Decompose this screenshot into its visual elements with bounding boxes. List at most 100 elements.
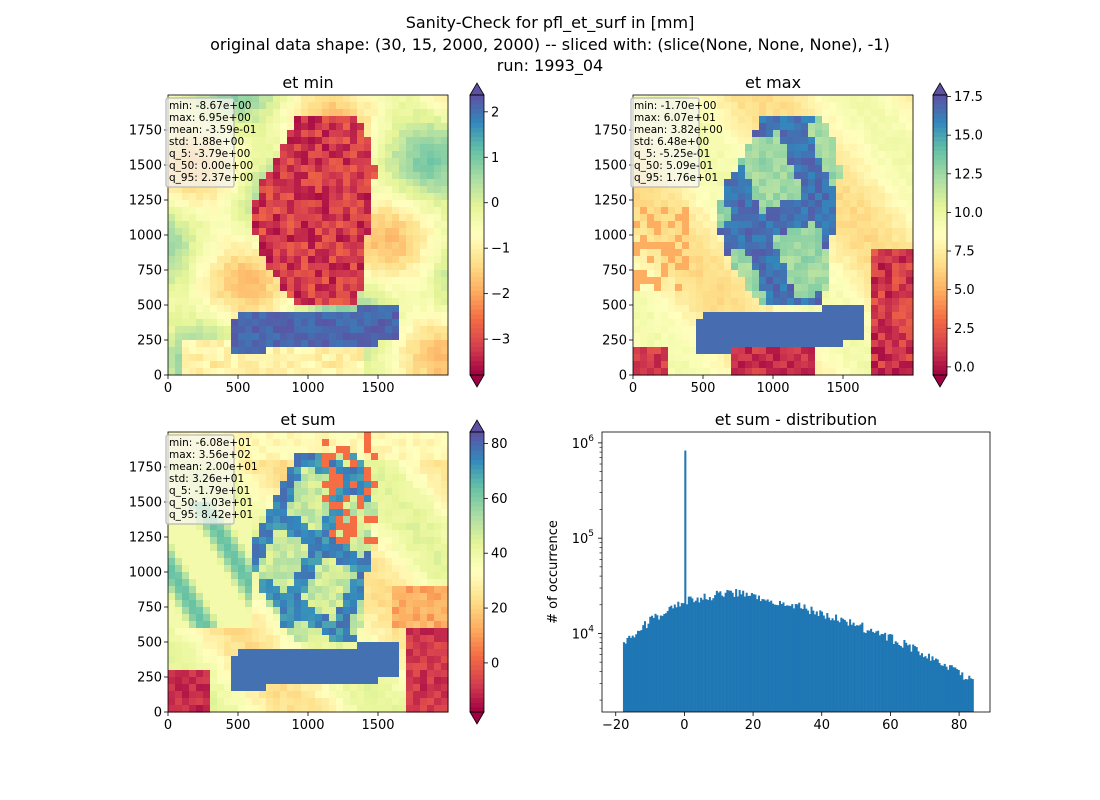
et-max-heatmap-cell [899, 214, 907, 222]
et-max-heatmap-cell [843, 368, 851, 376]
et-sum-heatmap-cell [231, 698, 239, 706]
et-max-heatmap-cell [738, 137, 746, 145]
et-max-heatmap-cell [787, 109, 795, 117]
et-max-heatmap-cell [654, 312, 662, 320]
et-min-heatmap-cell [168, 200, 176, 208]
et-min-heatmap-cell [413, 263, 421, 271]
et-sum-heatmap-cell [301, 607, 309, 615]
et-min-heatmap-cell [343, 228, 351, 236]
et-sum-heatmap-cell [420, 579, 428, 587]
et-sum-heatmap-cell [350, 677, 358, 685]
et-sum-heatmap-cell [364, 635, 372, 643]
et-min-heatmap-cell [322, 200, 330, 208]
et-sum-heatmap-cell [343, 523, 351, 531]
et-sum-heatmap-cell [336, 663, 344, 671]
et-max-heatmap-cell [773, 123, 781, 131]
et-max-heatmap-cell [752, 270, 760, 278]
et-max-heatmap-cell [759, 165, 767, 173]
et-min-heatmap-cell [280, 361, 288, 369]
et-sum-heatmap-cell [322, 544, 330, 552]
et-max-heatmap-cell [836, 326, 844, 334]
et-min-heatmap-cell [308, 130, 316, 138]
et-sum-heatmap-cell [308, 691, 316, 699]
et-min-heatmap-cell [196, 263, 204, 271]
et-max-heatmap-cell [864, 347, 872, 355]
et-sum-heatmap-cell [280, 516, 288, 524]
et-sum-heatmap-cell [406, 572, 414, 580]
et-min-heatmap-cell [308, 298, 316, 306]
et-min-heatmap-cell [364, 242, 372, 250]
et-min-heatmap-cell [399, 214, 407, 222]
et-sum-heatmap-cell [427, 467, 435, 475]
et-min-heatmap-cell [259, 270, 267, 278]
et-min-heatmap-cell [203, 228, 211, 236]
et-sum-heatmap-cell [252, 432, 260, 440]
et-sum-heatmap-cell [189, 656, 197, 664]
et-sum-heatmap-cell [329, 642, 337, 650]
et-min-heatmap-cell [350, 95, 358, 103]
et-min-heatmap-cell [273, 291, 281, 299]
et-max-colorbar-segment [933, 151, 947, 157]
et-sum-heatmap-cell [168, 628, 176, 636]
et-max-heatmap-cell [871, 277, 879, 285]
et-min-heatmap-cell [182, 284, 190, 292]
et-max-heatmap-cell [731, 158, 739, 166]
et-sum-heatmap-cell [231, 523, 239, 531]
et-sum-heatmap-cell [350, 453, 358, 461]
et-min-heatmap-cell [224, 284, 232, 292]
et-min-heatmap-cell [175, 333, 183, 341]
et-max-heatmap-cell [717, 165, 725, 173]
et-max-heatmap-cell [822, 305, 830, 313]
et-max-heatmap-cell [633, 284, 641, 292]
et-sum-heatmap-cell [231, 474, 239, 482]
et-max-heatmap-cell [766, 172, 774, 180]
et-sum-heatmap-cell [196, 670, 204, 678]
et-sum-heatmap-cell [322, 635, 330, 643]
et-sum-heatmap-cell [308, 523, 316, 531]
et-max-heatmap-cell [633, 249, 641, 257]
et-sum-heatmap-cell [350, 460, 358, 468]
et-max-heatmap-cell [885, 284, 893, 292]
et-max-heatmap-cell [885, 361, 893, 369]
et-min-heatmap-cell [420, 172, 428, 180]
et-min-heatmap-cell [175, 249, 183, 257]
et-sum-heatmap-cell [238, 698, 246, 706]
et-max-colorbar-segment [933, 179, 947, 185]
et-min-heatmap-cell [231, 326, 239, 334]
et-min-heatmap-cell [434, 270, 442, 278]
et-max-heatmap-cell [822, 242, 830, 250]
et-min-heatmap-cell [315, 298, 323, 306]
et-min-heatmap-cell [343, 326, 351, 334]
et-max-heatmap-cell [759, 305, 767, 313]
et-sum-heatmap-cell [231, 656, 239, 664]
et-min-heatmap-cell [399, 151, 407, 159]
et-max-heatmap-cell [801, 333, 809, 341]
et-sum-heatmap-cell [266, 530, 274, 538]
et-max-heatmap-cell [815, 123, 823, 131]
et-min-heatmap-cell [168, 319, 176, 327]
et-min-heatmap-cell [413, 179, 421, 187]
et-sum-heatmap-cell [343, 551, 351, 559]
et-sum-heatmap-cell [329, 600, 337, 608]
et-min-heatmap-cell [329, 144, 337, 152]
et-min-heatmap-cell [217, 263, 225, 271]
et-min-heatmap-cell [196, 221, 204, 229]
et-max-heatmap-cell [766, 130, 774, 138]
et-min-heatmap-cell [294, 95, 302, 103]
et-sum-heatmap-cell [322, 523, 330, 531]
et-min-heatmap-cell [294, 116, 302, 124]
et-min-heatmap-cell [294, 305, 302, 313]
et-max-heatmap-cell [836, 214, 844, 222]
et-max-heatmap-cell [899, 158, 907, 166]
et-sum-heatmap-cell [364, 481, 372, 489]
et-sum-heatmap-cell [182, 705, 190, 713]
et-sum-heatmap-cell [168, 593, 176, 601]
et-max-heatmap-cell [682, 319, 690, 327]
et-sum-heatmap-cell [385, 502, 393, 510]
et-max-heatmap-cell [745, 165, 753, 173]
et-max-heatmap-cell [731, 263, 739, 271]
et-sum-heatmap-cell [392, 691, 400, 699]
et-sum-heatmap-cell [168, 642, 176, 650]
et-sum-heatmap-cell [434, 642, 442, 650]
et-min-heatmap-cell [287, 151, 295, 159]
